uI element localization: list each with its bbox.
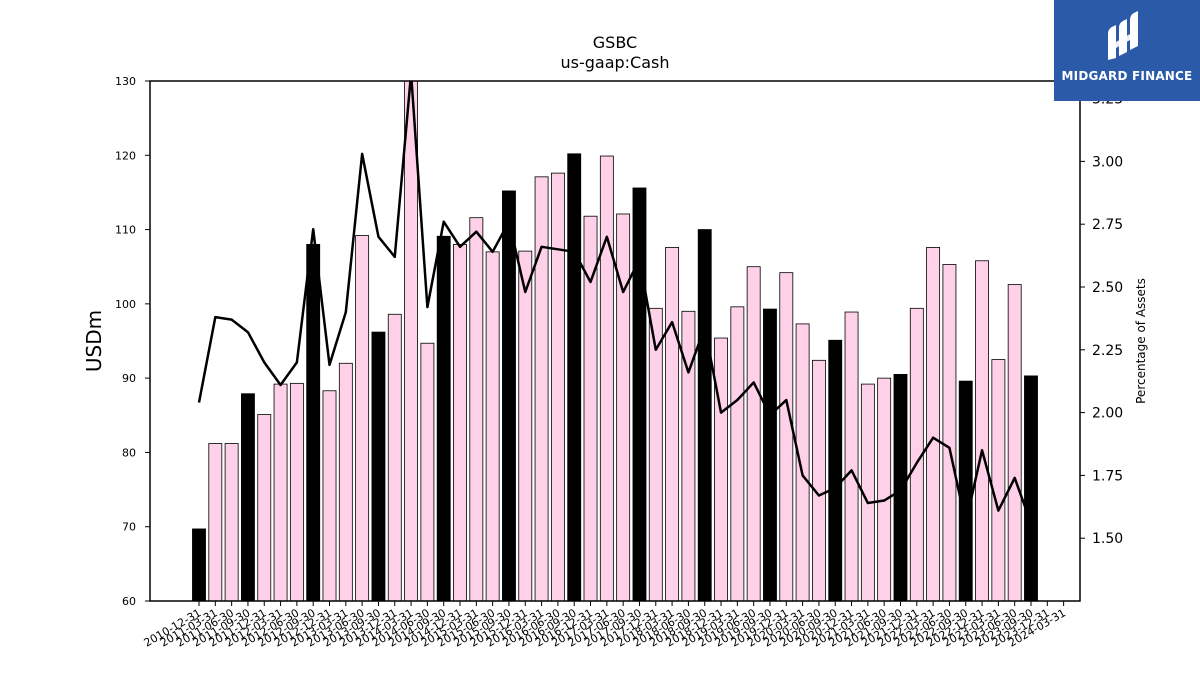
midgard-logo: MIDGARD FINANCE — [1054, 0, 1200, 101]
bar-2011-06-30 — [224, 443, 239, 601]
line-layer — [197, 81, 1033, 525]
midgard-logo-icon — [1108, 11, 1138, 60]
bar-2010-12-31 — [192, 528, 206, 601]
bar-2021-06-30 — [877, 377, 892, 601]
bar-2018-09-30 — [697, 229, 712, 601]
bar-2018-12-31 — [714, 337, 728, 601]
bar-2016-06-30 — [550, 172, 565, 601]
y2-tick-label: 2.75 — [1092, 217, 1123, 233]
bar-2016-03-31 — [534, 176, 549, 601]
bar-2012-09-30 — [306, 244, 321, 601]
y2-tick-label: 1.50 — [1092, 531, 1123, 547]
plot-frame — [149, 80, 1081, 602]
bar-2019-12-31 — [779, 272, 794, 601]
bar-2015-03-31 — [469, 217, 484, 601]
bar-2015-12-31 — [518, 250, 533, 601]
bar-2018-06-30 — [681, 310, 696, 601]
bar-2020-09-30 — [828, 339, 843, 601]
bar-2015-09-30 — [502, 190, 516, 601]
pct-assets-line — [197, 81, 1033, 525]
bar-2012-12-31 — [322, 390, 337, 601]
bar-2017-09-30 — [632, 187, 647, 601]
bar-2013-03-31 — [338, 362, 353, 601]
y-tick-label: 90 — [122, 372, 136, 385]
bar-2015-06-30 — [485, 251, 500, 601]
bar-2022-03-31 — [926, 246, 941, 601]
bar-2013-12-31 — [387, 313, 402, 601]
bar-2014-03-31 — [404, 81, 418, 601]
bar-2016-09-30 — [567, 153, 582, 601]
bar-2020-03-31 — [795, 323, 810, 601]
bar-2014-12-31 — [453, 244, 467, 601]
bar-2019-09-30 — [763, 308, 777, 601]
x-axis: 2010-12-312011-03-312011-06-302011-09-30… — [142, 601, 1068, 650]
y-tick-label: 120 — [115, 149, 136, 162]
y-axis-right: 1.501.752.002.252.502.753.003.25 — [1080, 92, 1123, 547]
bar-2023-03-31 — [991, 359, 1006, 601]
y2-tick-label: 3.00 — [1092, 154, 1123, 170]
y-tick-label: 130 — [115, 75, 136, 88]
y2-tick-label: 2.00 — [1092, 406, 1123, 422]
bar-2020-12-31 — [844, 311, 859, 601]
bar-2018-03-31 — [665, 246, 680, 601]
bar-2011-03-31 — [208, 443, 223, 601]
y-tick-label: 80 — [122, 446, 136, 459]
bar-2023-06-30 — [1007, 284, 1022, 601]
bar-2021-09-30 — [893, 374, 908, 601]
bar-2022-06-30 — [942, 264, 957, 601]
y2-tick-label: 1.75 — [1092, 468, 1123, 484]
bar-2020-06-30 — [812, 359, 826, 601]
bars-layer — [192, 81, 1038, 601]
y2-tick-label: 2.50 — [1092, 280, 1123, 296]
bar-2017-03-31 — [599, 155, 614, 601]
bar-2014-06-30 — [420, 342, 435, 601]
bar-2013-06-30 — [355, 235, 370, 601]
chart-subtitle: us-gaap:Cash — [560, 53, 669, 72]
y-tick-label: 60 — [122, 595, 136, 608]
bar-2012-06-30 — [289, 382, 304, 601]
bar-2022-09-30 — [958, 380, 973, 601]
bar-2011-12-31 — [257, 414, 272, 601]
bar-2012-03-31 — [273, 383, 288, 601]
y2-axis-label: Percentage of Assets — [1134, 278, 1148, 404]
bar-2022-12-31 — [975, 260, 989, 601]
bar-2019-06-30 — [746, 266, 761, 601]
y-tick-label: 70 — [122, 521, 136, 534]
chart-title: GSBC — [593, 33, 637, 52]
y-axis-left: 60 70 80 90 100 110 120 130 — [115, 75, 150, 608]
y-tick-label: 110 — [115, 224, 136, 237]
bar-2011-09-30 — [241, 393, 255, 601]
bar-2014-09-30 — [436, 235, 451, 601]
y-axis-label: USDm — [82, 310, 106, 372]
bar-2017-12-31 — [648, 307, 663, 601]
bar-2013-09-30 — [371, 331, 386, 601]
bar-2017-06-30 — [616, 213, 631, 601]
bar-2023-09-30 — [1024, 375, 1038, 601]
logo-text: MIDGARD FINANCE — [1061, 69, 1193, 83]
bar-2019-03-31 — [730, 306, 745, 601]
y-tick-label: 100 — [115, 298, 136, 311]
y2-tick-label: 2.25 — [1092, 343, 1123, 359]
